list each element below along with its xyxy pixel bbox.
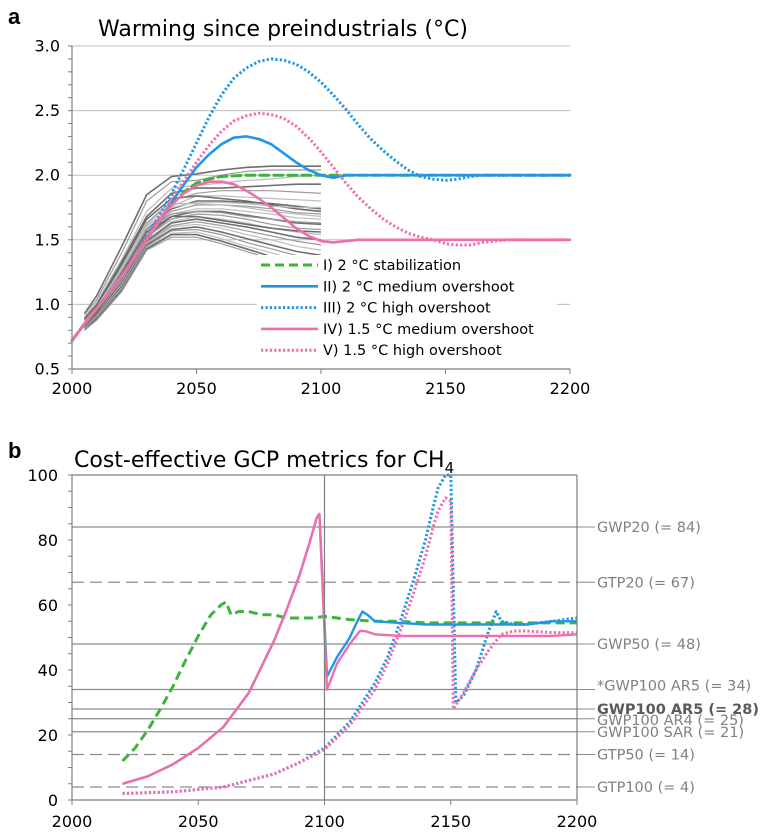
ytick-label-b-4: 80: [38, 531, 58, 550]
ytick-label-b-5: 100: [27, 466, 58, 485]
series-b-0: [121, 600, 577, 763]
series-b-4: [122, 496, 577, 795]
legend-label-3: IV) 1.5 °C medium overshoot: [323, 322, 534, 338]
xtick-label-a-2: 2100: [301, 379, 342, 398]
xtick-label-b-3: 2150: [430, 812, 471, 831]
ref-label-0: GWP20 (= 84): [597, 520, 701, 536]
gray-ensemble-run: [84, 228, 322, 330]
legend-bg: [257, 276, 557, 297]
gray-ensemble-run: [83, 183, 321, 320]
ref-label-4: GWP100 AR5 (= 28): [597, 702, 759, 718]
series-b-2: [122, 473, 578, 795]
series-a-2: [70, 57, 570, 342]
legend-bg: [257, 340, 557, 361]
legend-label-1: II) 2 °C medium overshoot: [323, 279, 515, 295]
ytick-label-b-1: 20: [38, 726, 58, 745]
ytick-label-b-2: 40: [38, 661, 58, 680]
panel-a-tick-labels: 2000 2050 2100 2150 2200 0.5 1.0 1.5 2.0 2.5 3.0: [35, 37, 591, 399]
gray-ensemble-run: [84, 213, 322, 326]
gray-ensemble-run: [84, 203, 322, 323]
legend-bg: [257, 255, 557, 275]
ytick-label-a-2: 1.5: [35, 230, 60, 249]
ytick-label-a-1: 1.0: [35, 295, 60, 314]
ytick-label-a-3: 2.0: [35, 166, 60, 185]
legend-label-0: I) 2 °C stabilization: [323, 258, 461, 274]
xtick-label-b-2: 2100: [304, 812, 345, 831]
ref-label-3: *GWP100 AR5 (= 34): [597, 679, 751, 695]
xtick-label-a-1: 2050: [176, 379, 217, 398]
panel-a: a Warming since preindustrials (°C) 2000…: [8, 4, 590, 398]
panel-b-axes: [68, 474, 578, 805]
xtick-label-b-4: 2200: [557, 812, 598, 831]
legend-bg: [257, 318, 557, 339]
panel-b-title-main: Cost-effective GCP metrics for CH: [74, 448, 445, 473]
xtick-label-a-4: 2200: [550, 379, 591, 398]
panel-b-title-subscript: 4: [445, 459, 455, 477]
gray-ensemble-run: [84, 223, 322, 329]
ref-label-6: GWP100 SAR (= 21): [597, 725, 744, 741]
xtick-label-a-0: 2000: [52, 379, 93, 398]
xtick-label-a-3: 2150: [425, 379, 466, 398]
panel-b-title: Cost-effective GCP metrics for CH4: [74, 448, 454, 477]
ref-label-7: GTP50 (= 14): [597, 748, 695, 764]
gray-ensemble-run: [84, 210, 322, 325]
ref-label-1: GTP20 (= 67): [597, 575, 695, 591]
xtick-label-b-1: 2050: [178, 812, 219, 831]
ytick-label-b-3: 60: [38, 596, 58, 615]
legend-label-2: III) 2 °C high overshoot: [323, 301, 491, 317]
series-a-4: [70, 111, 570, 342]
ref-label-8: GTP100 (= 4): [597, 780, 695, 796]
ref-label-2: GWP50 (= 48): [597, 637, 701, 653]
panel-a-title: Warming since preindustrials (°C): [98, 17, 468, 42]
gray-ensemble-run: [83, 218, 322, 327]
panel-a-series-lines: [70, 57, 572, 343]
series-b-3: [122, 512, 578, 785]
ytick-label-a-5: 3.0: [35, 37, 60, 56]
panel-a-letter: a: [8, 4, 21, 29]
xtick-label-b-0: 2000: [52, 812, 93, 831]
ytick-label-a-4: 2.5: [35, 101, 60, 120]
panel-b-reference-lines: GWP20 (= 84) GTP20 (= 67) GWP50 (= 48) *GWP…: [72, 520, 759, 796]
legend-label-4: V) 1.5 °C high overshoot: [323, 343, 502, 359]
panel-a-axes: [68, 45, 571, 374]
panel-b-tick-labels: 2000 2050 2100 2150 2200 0 20 40 60 80 100: [27, 466, 597, 831]
ytick-label-b-0: 0: [48, 791, 58, 810]
ref-label-5: GWP100 AR4 (= 25): [597, 713, 744, 729]
panel-b-letter: b: [8, 438, 21, 463]
ytick-label-a-0: 0.5: [35, 360, 60, 379]
gray-ensemble-run: [84, 169, 321, 316]
legend-bg: [257, 297, 557, 318]
gray-ensemble-run: [83, 165, 321, 314]
gray-ensemble-run: [84, 201, 321, 322]
panel-a-legend: I) 2 °C stabilization II) 2 °C medium ove…: [257, 255, 557, 361]
panel-b: b Cost-effective GCP metrics for CH4 GWP…: [8, 438, 759, 831]
panel-b-series-lines: [121, 473, 578, 795]
